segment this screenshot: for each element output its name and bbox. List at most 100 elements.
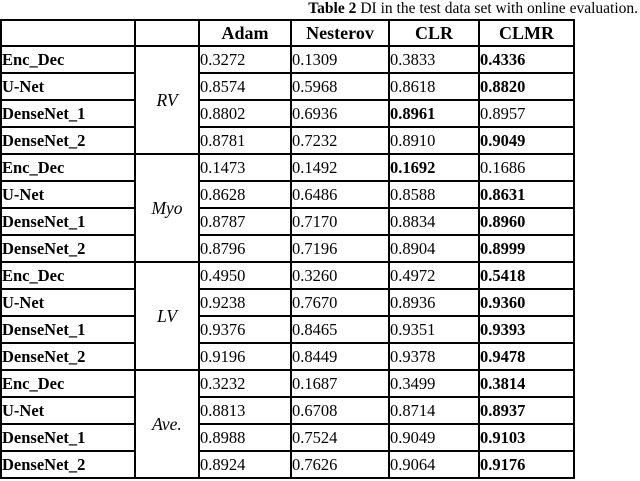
value-cell: 0.8449 bbox=[290, 342, 390, 371]
value-cell: 0.6936 bbox=[290, 99, 390, 128]
value-cell: 0.8820 bbox=[478, 72, 575, 101]
value-cell: 0.9360 bbox=[478, 288, 575, 317]
value-cell: 0.7670 bbox=[290, 288, 390, 317]
value-cell: 0.9049 bbox=[478, 126, 575, 155]
header-clr: CLR bbox=[388, 19, 480, 47]
value-cell: 0.9064 bbox=[388, 450, 480, 479]
value-cell: 0.8910 bbox=[388, 126, 480, 155]
model-name-cell: U-Net bbox=[0, 288, 136, 317]
model-name-cell: Enc_Dec bbox=[0, 261, 136, 290]
value-cell: 0.8960 bbox=[478, 207, 575, 236]
value-cell: 0.5968 bbox=[290, 72, 390, 101]
value-cell: 0.8957 bbox=[478, 99, 575, 128]
group-label-cell: LV bbox=[134, 261, 200, 371]
table-row: DenseNet_1 0.8787 0.7170 0.8834 0.8960 bbox=[0, 207, 575, 236]
value-cell: 0.7524 bbox=[290, 423, 390, 452]
value-cell: 0.4950 bbox=[198, 261, 292, 290]
value-cell: 0.3814 bbox=[478, 369, 575, 398]
value-cell: 0.8714 bbox=[388, 396, 480, 425]
value-cell: 0.8999 bbox=[478, 234, 575, 263]
value-cell: 0.3232 bbox=[198, 369, 292, 398]
table-row: DenseNet_2 0.8781 0.7232 0.8910 0.9049 bbox=[0, 126, 575, 155]
value-cell: 0.8813 bbox=[198, 396, 292, 425]
value-cell: 0.8588 bbox=[388, 180, 480, 209]
model-name-cell: DenseNet_1 bbox=[0, 423, 136, 452]
model-name-cell: DenseNet_2 bbox=[0, 126, 136, 155]
model-name-cell: DenseNet_2 bbox=[0, 234, 136, 263]
group-label-cell: RV bbox=[134, 45, 200, 155]
value-cell: 0.8904 bbox=[388, 234, 480, 263]
value-cell: 0.7170 bbox=[290, 207, 390, 236]
header-clmr: CLMR bbox=[478, 19, 575, 47]
group-label-cell: Myo bbox=[134, 153, 200, 263]
table-caption-number: Table 2 bbox=[308, 0, 357, 17]
model-name-cell: Enc_Dec bbox=[0, 45, 136, 74]
value-cell: 0.3833 bbox=[388, 45, 480, 74]
value-cell: 0.9478 bbox=[478, 342, 575, 371]
value-cell: 0.1687 bbox=[290, 369, 390, 398]
value-cell: 0.9351 bbox=[388, 315, 480, 344]
value-cell: 0.7232 bbox=[290, 126, 390, 155]
value-cell: 0.9393 bbox=[478, 315, 575, 344]
value-cell: 0.8465 bbox=[290, 315, 390, 344]
value-cell: 0.8787 bbox=[198, 207, 292, 236]
value-cell: 0.9376 bbox=[198, 315, 292, 344]
value-cell: 0.8961 bbox=[388, 99, 480, 128]
table-row: DenseNet_2 0.9196 0.8449 0.9378 0.9478 bbox=[0, 342, 575, 371]
table-row: DenseNet_2 0.8924 0.7626 0.9064 0.9176 bbox=[0, 450, 575, 479]
model-name-cell: Enc_Dec bbox=[0, 369, 136, 398]
value-cell: 0.6708 bbox=[290, 396, 390, 425]
table-row: DenseNet_1 0.8802 0.6936 0.8961 0.8957 bbox=[0, 99, 575, 128]
value-cell: 0.5418 bbox=[478, 261, 575, 290]
model-name-cell: U-Net bbox=[0, 72, 136, 101]
table-row: DenseNet_1 0.9376 0.8465 0.9351 0.9393 bbox=[0, 315, 575, 344]
value-cell: 0.8628 bbox=[198, 180, 292, 209]
value-cell: 0.1492 bbox=[290, 153, 390, 182]
value-cell: 0.8937 bbox=[478, 396, 575, 425]
value-cell: 0.9196 bbox=[198, 342, 292, 371]
header-row: Adam Nesterov CLR CLMR bbox=[0, 19, 575, 47]
table-caption-text: DI in the test data set with online eval… bbox=[360, 0, 638, 17]
model-name-cell: DenseNet_1 bbox=[0, 207, 136, 236]
value-cell: 0.3272 bbox=[198, 45, 292, 74]
model-name-cell: DenseNet_2 bbox=[0, 342, 136, 371]
model-name-cell: DenseNet_1 bbox=[0, 99, 136, 128]
value-cell: 0.7626 bbox=[290, 450, 390, 479]
value-cell: 0.7196 bbox=[290, 234, 390, 263]
value-cell: 0.8802 bbox=[198, 99, 292, 128]
value-cell: 0.9238 bbox=[198, 288, 292, 317]
value-cell: 0.8988 bbox=[198, 423, 292, 452]
header-blank-group bbox=[134, 19, 200, 47]
value-cell: 0.1686 bbox=[478, 153, 575, 182]
table-row: Enc_Dec Ave. 0.3232 0.1687 0.3499 0.3814 bbox=[0, 369, 575, 479]
value-cell: 0.9378 bbox=[388, 342, 480, 371]
value-cell: 0.4336 bbox=[478, 45, 575, 74]
value-cell: 0.6486 bbox=[290, 180, 390, 209]
model-name-cell: DenseNet_1 bbox=[0, 315, 136, 344]
header-blank-model bbox=[0, 19, 136, 47]
value-cell: 0.8796 bbox=[198, 234, 292, 263]
table-row: U-Net 0.8574 0.5968 0.8618 0.8820 bbox=[0, 72, 575, 101]
header-nesterov: Nesterov bbox=[290, 19, 390, 47]
value-cell: 0.8618 bbox=[388, 72, 480, 101]
model-name-cell: DenseNet_2 bbox=[0, 450, 136, 479]
table-row: Enc_Dec LV 0.4950 0.3260 0.4972 0.5418 bbox=[0, 261, 575, 371]
table-row: Enc_Dec RV 0.3272 0.1309 0.3833 0.4336 bbox=[0, 45, 575, 155]
value-cell: 0.9049 bbox=[388, 423, 480, 452]
value-cell: 0.4972 bbox=[388, 261, 480, 290]
model-name-cell: Enc_Dec bbox=[0, 153, 136, 182]
value-cell: 0.1473 bbox=[198, 153, 292, 182]
value-cell: 0.9103 bbox=[478, 423, 575, 452]
group-label-cell: Ave. bbox=[134, 369, 200, 479]
value-cell: 0.3260 bbox=[290, 261, 390, 290]
table-row: Enc_Dec Myo 0.1473 0.1492 0.1692 0.1686 bbox=[0, 153, 575, 263]
table-row: U-Net 0.8813 0.6708 0.8714 0.8937 bbox=[0, 396, 575, 425]
header-adam: Adam bbox=[198, 19, 292, 47]
value-cell: 0.8781 bbox=[198, 126, 292, 155]
model-name-cell: U-Net bbox=[0, 180, 136, 209]
value-cell: 0.3499 bbox=[388, 369, 480, 398]
value-cell: 0.9176 bbox=[478, 450, 575, 479]
table-row: U-Net 0.9238 0.7670 0.8936 0.9360 bbox=[0, 288, 575, 317]
table-body: Enc_Dec RV 0.3272 0.1309 0.3833 0.4336 U-Net 0.… bbox=[0, 45, 575, 479]
